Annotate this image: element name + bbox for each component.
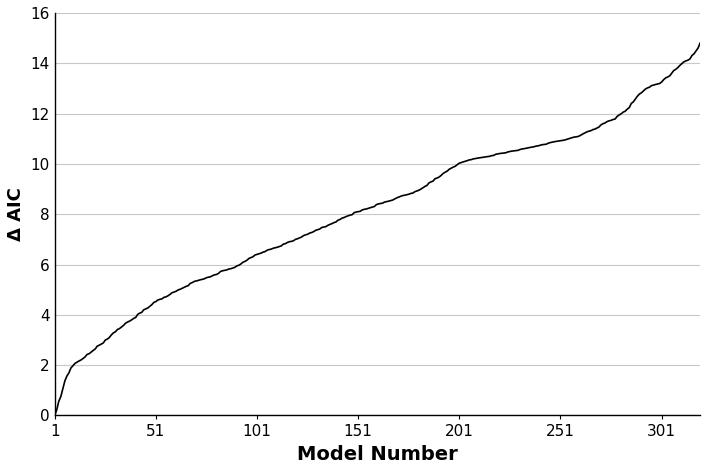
Y-axis label: Δ AIC: Δ AIC — [7, 187, 25, 241]
X-axis label: Model Number: Model Number — [297, 445, 457, 464]
